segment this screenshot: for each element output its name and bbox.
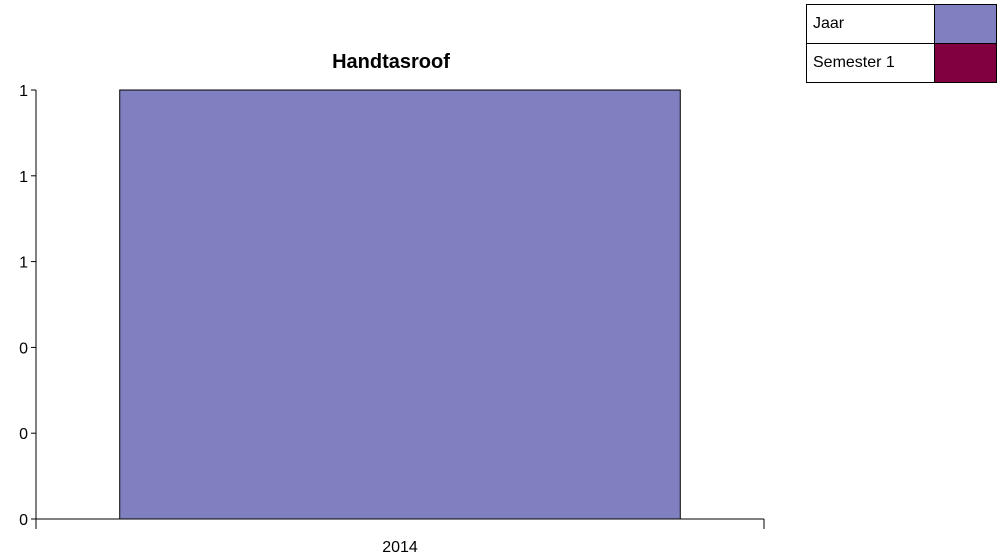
legend: Jaar Semester 1 — [805, 4, 997, 83]
y-tick-label: 0 — [19, 512, 28, 529]
legend-label: Semester 1 — [805, 43, 936, 83]
legend-item-jaar: Jaar — [805, 4, 997, 44]
legend-item-semester-1: Semester 1 — [805, 43, 997, 83]
x-axis: 2014 — [35, 518, 765, 555]
legend-swatch — [934, 4, 997, 44]
y-tick-label: 0 — [19, 340, 28, 357]
y-tick-label: 1 — [19, 169, 28, 186]
y-tick-label: 1 — [19, 255, 28, 272]
bar-jaar-2014 — [119, 89, 681, 520]
x-tick-label: 2014 — [382, 539, 418, 555]
y-tick-label: 0 — [19, 426, 28, 443]
y-tick-label: 1 — [19, 83, 28, 100]
bars — [119, 89, 681, 520]
chart-title: Handtasroof — [332, 51, 450, 73]
y-axis: 0 0 0 1 1 1 — [19, 83, 37, 529]
legend-swatch — [934, 43, 997, 83]
legend-label: Jaar — [805, 4, 936, 44]
